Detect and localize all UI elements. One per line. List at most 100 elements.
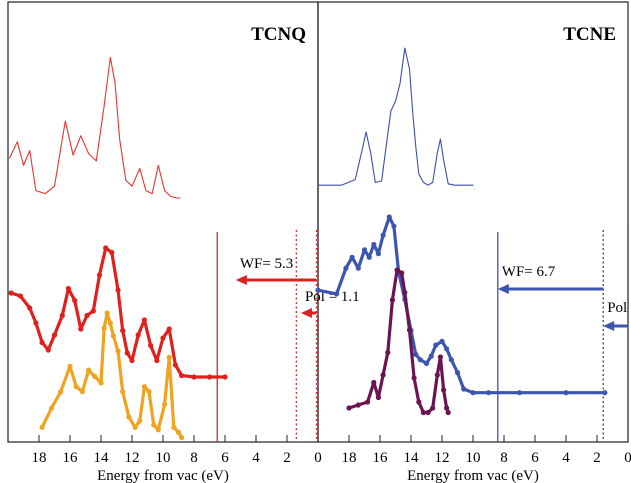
tcne-spectrum-3-point [394,267,400,273]
tcnq-spectrum-3-point [179,434,185,441]
tcne-annotation-arrowhead-2 [603,321,615,331]
tcnq-spectrum-3-point [175,429,182,435]
tcne-x-tick-label: 12 [435,450,450,466]
tcnq-spectrum-3-point [126,414,132,420]
tcnq-x-tick-label: 10 [156,450,171,466]
tcne-spectrum-3-point [444,405,450,411]
tcne-spectrum-2-point [485,390,492,396]
tcnq-spectrum-2-point [84,312,90,319]
tcnq-spectrum-2-point [115,287,121,293]
tcnq-x-tick-label: 18 [32,450,47,466]
tcne-spectrum-2-point [334,291,340,297]
tcnq-spectrum-2-point [65,285,71,292]
tcne-spectrum-2 [316,215,607,395]
tcnq-spectrum-2-point [154,357,160,364]
tcne-spectrum-3-point [389,297,395,303]
tcnq-annotation-arrowhead-2 [300,308,312,318]
tcnq-spectrum-2-point [222,374,228,380]
tcne-x-tick-label: 16 [373,450,389,466]
tcnq-spectrum-2-point [27,305,33,311]
tcne-spectrum-2-point [343,265,349,271]
tcnq-spectrum-2-point [172,362,178,368]
tcne-spectrum-3-point [445,409,451,416]
tcnq-spectrum-3-point [155,427,161,433]
tcne-spectrum-3-point [385,349,391,356]
tcne-spectrum-2-point [380,232,386,238]
tcnq-spectrum-2-point [148,342,154,349]
tcnq-spectrum-3-point [107,320,113,326]
tcne-annotation-arrowhead-1 [497,284,509,294]
tcne-x-tick-label: 2 [593,450,601,466]
tcnq-spectrum-3-point [39,424,45,430]
tcnq-spectrum-3-point [101,325,107,331]
tcne-spectrum-3-point [346,405,352,411]
tcnq-spectrum-2-point [59,312,65,319]
tcnq-spectrum-2-point [141,317,147,323]
tcnq-spectrum-2-point [120,327,126,334]
tcnq-spectrum-3-point [137,418,143,424]
tcnq-spectrum-3-point [151,422,157,428]
tcnq-panel: TCNQ 18 16 14 12 10 8 6 4 2 0 Energy from vac (eV) W… [7,1,360,483]
tcne-spectrum-3-point [399,270,405,276]
tcnq-plot-frame [7,1,319,443]
tcnq-spectrum-2-point [45,347,51,353]
tcnq-spectrum-3 [40,311,184,440]
tcne-x-tick-label: 10 [466,450,481,466]
tcnq-x-tick-label: 16 [63,450,79,466]
tcne-spectrum-2-point [423,360,430,366]
tcne-spectrum-2-point [371,241,377,248]
tcnq-panel-title: TCNQ [251,24,306,45]
tcne-x-tick-label: 18 [342,450,357,466]
tcne-spectrum-2-point [516,390,523,396]
tcnq-spectrum-2-point [78,326,84,332]
tcne-panel-title: TCNE [563,24,616,45]
tcne-spectrum-2-point [417,357,423,363]
tcnq-spectrum-2-point [166,326,172,332]
tcne-spectrum-3-point [411,375,417,381]
tcne-spectrum-2-point [461,386,467,392]
tcne-spectrum-3-point [437,354,443,360]
tcnq-spectrum-2-point [206,374,213,380]
tcne-spectrum-2-point [366,254,372,260]
tcnq-spectrum-3-point [146,389,152,395]
tcnq-spectrum-2-point [39,339,45,346]
tcnq-spectrum-3-point [92,373,98,380]
tcne-spectrum-3-point [355,402,361,408]
tcne-spectrum-3-point [371,379,377,386]
tcne-spectrum-2-point [315,287,321,293]
tcnq-annotation-1: WF= 5.3 [240,256,293,272]
tcnq-spectrum-3-point [98,380,104,386]
tcnq-spectrum-2-point [51,332,58,338]
tcnq-annotation-2: Pol = 1.1 [305,289,360,305]
tcnq-spectrum-2-point [103,245,109,251]
tcnq-x-tick-label: 4 [252,450,260,466]
tcnq-spectrum-3-point [120,389,126,395]
tcne-spectrum-2-point [433,342,439,348]
tcnq-spectrum-3-point [110,333,116,339]
tcnq-spectrum-2-point [135,332,141,338]
tcne-spectrum-2-point [413,351,419,357]
tcnq-spectrum-3-point [132,424,138,430]
tcne-spectrum-3-point [416,399,422,405]
tcnq-spectrum-3-point [171,424,177,430]
tcnq-spectrum-3-point [86,367,92,373]
tcne-spectrum-2-point [444,346,450,352]
tcnq-annotation-arrowhead-1 [235,275,247,285]
tcnq-x-tick-label: 14 [94,450,110,466]
tcnq-spectrum-2-point [160,335,166,341]
tcnq-spectrum-3-point [162,401,168,407]
tcne-spectrum-2-point [454,370,461,376]
tcne-spectrum-3-point [380,372,386,378]
tcne-spectrum-2-point [349,254,355,260]
tcne-spectrum-2-point [361,247,368,253]
tcne-spectrum-3-point [430,405,436,411]
tcne-spectrum-3-point [441,387,447,393]
tcne-spectrum-3-point [406,327,413,333]
tcnq-spectrum-2-point [129,357,135,364]
tcnq-spectrum-2-point [124,350,130,356]
tcnq-x-tick-label: 12 [125,450,140,466]
tcne-spectrum-3-point [375,394,381,401]
tcne-spectrum-2-point [602,390,608,396]
tcne-spectrum-2-point [563,390,569,396]
